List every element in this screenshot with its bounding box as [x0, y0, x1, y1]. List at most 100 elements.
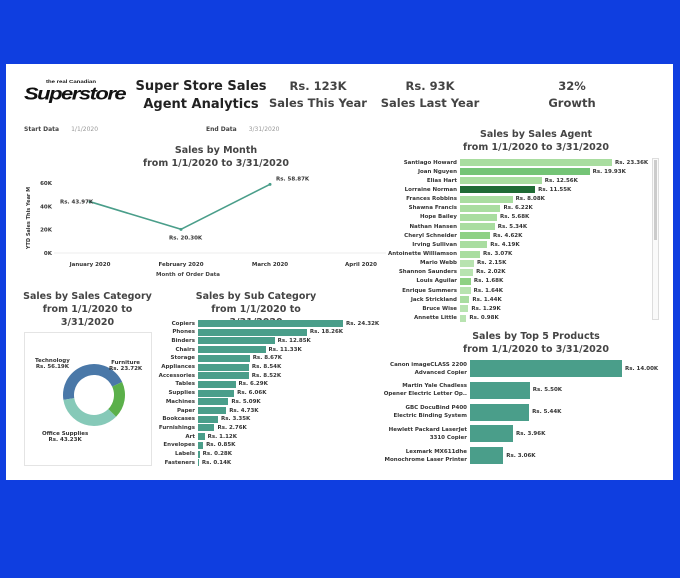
x-axis-title: Month of Order Data: [156, 272, 221, 278]
data-point: [179, 227, 183, 231]
bar-value-label: Rs. 2.02K: [476, 269, 506, 276]
bar: [198, 450, 200, 458]
bar-label: Bruce Wise: [422, 305, 457, 312]
bar-label: Paper: [177, 407, 195, 414]
y-tick-label: 20K: [40, 228, 53, 234]
bar-value-label: Rs. 8.54K: [251, 364, 282, 370]
data-label: Rs. 20.30K: [169, 235, 203, 241]
superstore-logo: the real Canadian Superstore: [24, 79, 127, 104]
bar: [470, 360, 622, 377]
pie-chart-title: Sales by Sales Category from 1/1/2020 to 3…: [23, 291, 152, 328]
y-tick-label: 40K: [40, 204, 53, 210]
bar-value-label: Rs. 3.06K: [506, 452, 536, 459]
data-label: Rs. 43.97K: [60, 200, 94, 206]
bar-value-label: Rs. 8.08K: [515, 196, 545, 203]
bar: [198, 363, 249, 371]
data-point: [268, 182, 272, 186]
y-tick-label: 60K: [40, 181, 53, 187]
bar-value-label: Rs. 4.62K: [493, 232, 523, 239]
donut-slice-office-supplies: [63, 398, 117, 426]
bar: [470, 403, 530, 421]
bar-value-label: Rs. 6.22K: [503, 205, 533, 212]
bar-value-label: Rs. 6.29K: [238, 381, 268, 388]
bar-value-label: Rs. 0.14K: [201, 459, 232, 466]
kpi-sales-this-year: Rs. 123K Sales This Year: [269, 79, 367, 110]
bar-value-label: Rs. 5.68K: [499, 214, 530, 221]
bar-label: Supplies: [168, 390, 195, 397]
bar-label: Envelopes: [163, 442, 195, 449]
bar-label: Frances Robbins: [406, 196, 457, 203]
bar: [460, 177, 542, 185]
bar-label: Appliances: [161, 364, 195, 370]
donut-slice-furniture: [108, 382, 125, 417]
bar-label: Hewlett Packard LaserJet 3310 Copier: [388, 426, 467, 441]
bar: [198, 372, 249, 380]
bar-label: Tables: [175, 381, 195, 388]
bar: [460, 186, 536, 194]
pie-chart-container: [24, 332, 152, 466]
bar: [460, 287, 471, 295]
bar-value-label: Rs. 6.06K: [237, 390, 267, 397]
data-label: Rs. 58.87K: [276, 176, 310, 182]
bar-label: Joan Nguyen: [417, 168, 457, 175]
scrollbar-thumb[interactable]: [654, 160, 657, 240]
kpi-growth: 32% Growth: [548, 79, 596, 110]
bar: [470, 425, 513, 443]
bar-value-label: Rs. 2.15K: [476, 260, 507, 267]
bar-value-label: Rs. 11.55K: [538, 186, 572, 193]
bar: [460, 159, 612, 166]
bar: [460, 213, 497, 221]
sales-line: [89, 183, 271, 231]
bar-label: Santiago Howard: [403, 159, 457, 166]
start-date-filter[interactable]: Start Data 1/1/2020: [24, 126, 99, 133]
x-tick-label: January 2020: [69, 262, 111, 268]
bar: [460, 232, 491, 240]
bar-value-label: Rs. 12.56K: [544, 177, 578, 184]
bar: [460, 241, 488, 249]
kpi-sales-last-year: Rs. 93K Sales Last Year: [380, 79, 480, 110]
bar-value-label: Rs. 1.64K: [473, 287, 504, 294]
bar-value-label: Rs. 19.93K: [592, 168, 626, 175]
y-tick-label: 0K: [44, 251, 53, 257]
bar-label: Hope Bailey: [420, 214, 457, 221]
bar-label: Antoinette Williamson: [387, 251, 457, 257]
donut-label-furniture: Furniture Rs. 23.72K: [109, 360, 143, 372]
bar-value-label: Rs. 3.35K: [220, 416, 251, 423]
y-axis-title: YTD Sales This Year M: [26, 187, 32, 250]
bar: [460, 296, 470, 304]
bar-label: Binders: [171, 337, 195, 344]
bar-value-label: Rs. 1.12K: [207, 433, 238, 440]
bar-label: Shawna Francis: [408, 205, 457, 212]
dashboard-title: Super Store Sales Agent Analytics: [135, 79, 267, 112]
bar-label: Annette Little: [414, 315, 457, 322]
line-chart-title: Sales by Month from 1/1/2020 to 3/31/2020: [142, 145, 290, 169]
bar: [460, 168, 590, 176]
bar-value-label: Rs. 3.96K: [515, 430, 546, 437]
bar: [460, 223, 495, 231]
bar-label: Machines: [165, 398, 195, 405]
bar: [198, 354, 250, 362]
end-date-filter[interactable]: End Data 3/31/2020: [206, 126, 280, 133]
bar-value-label: Rs. 8.67K: [252, 355, 283, 362]
bar: [198, 320, 343, 327]
bar: [470, 447, 504, 465]
bar-value-label: Rs. 24.32K: [346, 320, 380, 327]
agent-chart-scrollbar[interactable]: [652, 158, 659, 320]
bar: [460, 195, 513, 203]
bar-value-label: Rs. 5.44K: [532, 409, 562, 416]
bar: [460, 277, 471, 285]
bar: [460, 250, 480, 258]
bar-label: Fasteners: [164, 459, 195, 466]
bar-label: Accessories: [158, 372, 195, 379]
bar-label: Lorraine Norman: [404, 186, 457, 193]
bar-value-label: Rs. 3.07K: [482, 251, 513, 257]
bar-label: Shannon Saunders: [398, 269, 457, 276]
x-tick-label: March 2020: [252, 262, 288, 268]
donut-label-technology: Technology Rs. 56.19K: [35, 358, 70, 370]
bar-value-label: Rs. 1.68K: [473, 278, 504, 285]
bar-label: Furnishings: [158, 424, 195, 431]
bar: [198, 380, 236, 388]
bar-label: Chairs: [175, 346, 195, 353]
bar-value-label: Rs. 5.09K: [231, 398, 261, 405]
bar: [198, 433, 205, 441]
